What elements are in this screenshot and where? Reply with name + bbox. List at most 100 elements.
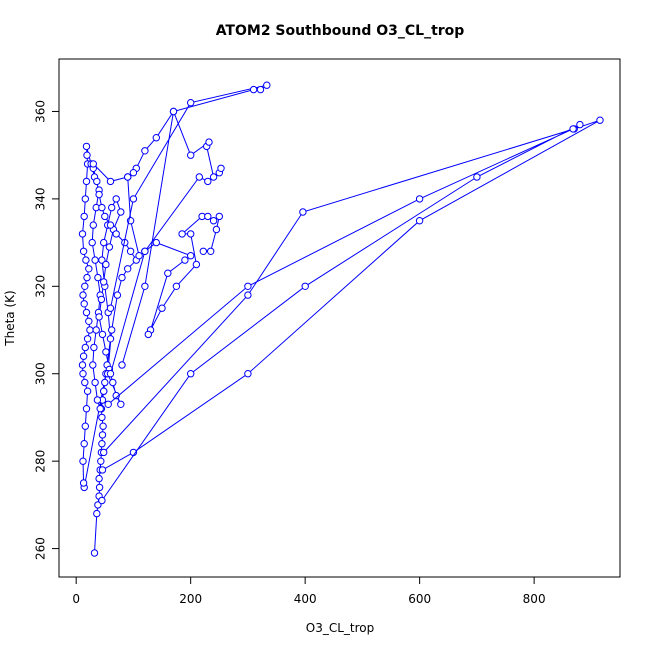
- data-point: [106, 304, 115, 312]
- data-point: [118, 361, 126, 369]
- data-point: [95, 483, 104, 492]
- data-point: [108, 326, 116, 334]
- data-point: [178, 230, 186, 238]
- y-tick-label: 260: [34, 537, 48, 560]
- data-point: [102, 348, 110, 356]
- data-point: [112, 195, 120, 203]
- data-point: [79, 457, 87, 465]
- data-point: [92, 326, 100, 334]
- data-point: [113, 291, 122, 299]
- data-point: [172, 282, 181, 290]
- data-point: [126, 247, 135, 256]
- data-point: [135, 252, 143, 260]
- data-point: [90, 343, 98, 352]
- y-tick-label: 360: [34, 100, 48, 123]
- data-point: [93, 396, 102, 404]
- data-point: [473, 173, 481, 181]
- data-point: [80, 300, 88, 308]
- data-point: [98, 203, 106, 212]
- data-point: [98, 496, 106, 505]
- data-point: [124, 265, 132, 273]
- data-point: [141, 247, 149, 256]
- data-point: [79, 352, 88, 360]
- data-point: [83, 151, 91, 159]
- data-point: [81, 195, 90, 203]
- data-point: [199, 247, 208, 256]
- data-point: [83, 273, 91, 282]
- data-point: [79, 247, 88, 256]
- data-point: [141, 282, 149, 290]
- data-point: [244, 282, 252, 290]
- data-point: [98, 466, 107, 474]
- data-point: [93, 509, 101, 518]
- data-point: [144, 330, 153, 339]
- data-point: [301, 282, 309, 290]
- data-point: [106, 221, 115, 229]
- data-point: [112, 230, 120, 238]
- data-point: [415, 217, 424, 225]
- data-point: [215, 212, 224, 221]
- data-point: [100, 278, 108, 286]
- x-tick-label: 600: [408, 592, 431, 606]
- data-point: [94, 273, 102, 282]
- data-point: [118, 273, 126, 282]
- data-point: [249, 85, 258, 94]
- data-point: [164, 269, 172, 277]
- data-point: [80, 212, 88, 221]
- data-point: [93, 177, 101, 186]
- data-point: [101, 212, 109, 221]
- data-point: [85, 265, 93, 273]
- data-point: [152, 238, 161, 247]
- data-point: [91, 256, 99, 264]
- data-point: [95, 190, 103, 199]
- data-point: [79, 291, 87, 299]
- data-point: [204, 177, 212, 186]
- y-tick-label: 300: [34, 362, 48, 385]
- data-point: [129, 195, 138, 203]
- data-point: [97, 295, 106, 304]
- data-point: [109, 378, 117, 387]
- data-point: [181, 256, 189, 264]
- x-tick-label: 800: [523, 592, 546, 606]
- data-point: [187, 151, 195, 159]
- data-point: [85, 317, 93, 325]
- data-point: [82, 256, 90, 264]
- data-point: [98, 330, 107, 339]
- data-point: [117, 208, 125, 216]
- data-point: [95, 313, 103, 321]
- data-point: [169, 107, 178, 116]
- x-axis-label: O3_CL_trop: [306, 621, 374, 635]
- data-point: [195, 173, 204, 181]
- plot-area: [78, 81, 604, 557]
- data-point: [192, 260, 201, 269]
- data-point: [152, 134, 161, 142]
- data-point: [78, 230, 87, 238]
- data-point: [91, 378, 99, 387]
- data-point: [96, 405, 104, 413]
- data-point: [569, 125, 577, 133]
- data-point: [187, 99, 195, 107]
- data-point: [187, 230, 195, 238]
- data-point: [81, 378, 89, 387]
- x-tick-label: 200: [179, 592, 202, 606]
- data-point: [98, 440, 106, 448]
- data-point: [100, 448, 108, 457]
- data-point: [576, 120, 584, 129]
- data-point: [100, 238, 108, 247]
- data-point: [82, 177, 91, 186]
- data-point: [106, 370, 115, 378]
- data-point: [89, 361, 97, 369]
- data-point: [117, 400, 125, 408]
- data-point: [415, 195, 424, 203]
- data-point: [209, 217, 218, 225]
- x-tick-label: 0: [72, 592, 80, 606]
- data-point: [141, 147, 149, 155]
- data-point: [212, 225, 221, 234]
- data-point: [124, 173, 132, 181]
- data-point: [100, 387, 108, 395]
- y-tick-label: 340: [34, 187, 48, 210]
- x-tick-label: 400: [294, 592, 317, 606]
- data-point: [90, 549, 99, 557]
